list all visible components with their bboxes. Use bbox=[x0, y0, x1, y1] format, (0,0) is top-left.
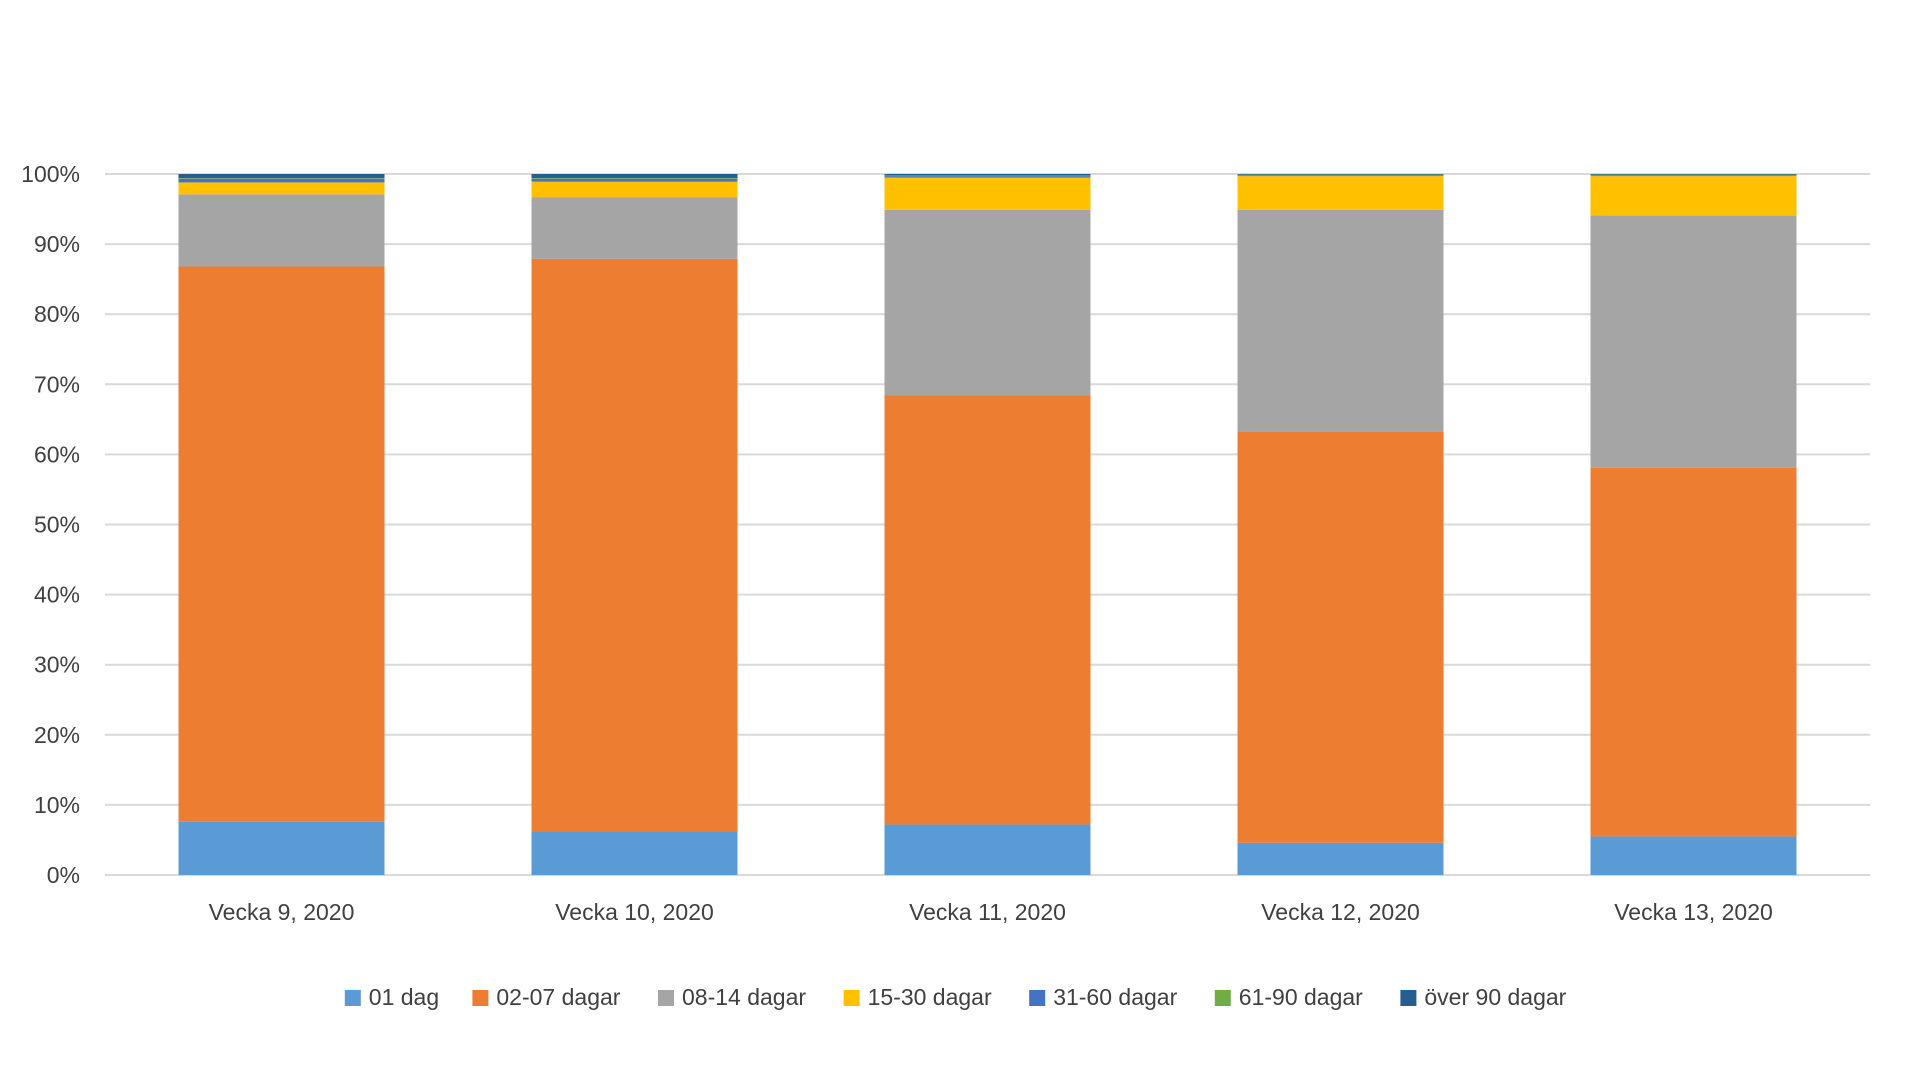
bar-segment bbox=[1590, 467, 1797, 837]
x-category-label: Vecka 11, 2020 bbox=[909, 899, 1066, 925]
bar-segment bbox=[178, 266, 385, 822]
y-tick-label: 70% bbox=[34, 371, 80, 397]
bar-segment bbox=[1237, 175, 1444, 177]
bar-segment bbox=[531, 174, 738, 179]
bar-segment bbox=[1590, 174, 1797, 176]
legend-swatch bbox=[472, 990, 489, 1006]
bar-segment bbox=[884, 177, 1091, 210]
y-tick-label: 40% bbox=[34, 582, 80, 608]
x-category-label: Vecka 13, 2020 bbox=[1614, 899, 1773, 925]
x-category-label: Vecka 12, 2020 bbox=[1261, 899, 1420, 925]
bar-stack bbox=[178, 174, 385, 875]
legend: 01 dag 02-07 dagar 08-14 dagar 15-30 dagar 3… bbox=[344, 984, 1567, 1010]
legend-item: över 90 dagar bbox=[1400, 984, 1567, 1010]
legend-label: 01 dag bbox=[369, 984, 439, 1010]
legend-label: 31-60 dagar bbox=[1053, 984, 1177, 1010]
legend-label: över 90 dagar bbox=[1424, 984, 1566, 1010]
y-tick-label: 0% bbox=[47, 862, 80, 888]
x-category-label: Vecka 9, 2020 bbox=[209, 899, 355, 925]
legend-item: 08-14 dagar bbox=[658, 984, 806, 1010]
bar-segment bbox=[178, 178, 385, 179]
bar-segment bbox=[1237, 842, 1444, 875]
y-tick-label: 50% bbox=[34, 512, 80, 538]
bar-segment bbox=[1590, 836, 1797, 875]
legend-item: 02-07 dagar bbox=[472, 984, 621, 1010]
legend-swatch bbox=[843, 990, 860, 1006]
legend-label: 08-14 dagar bbox=[682, 984, 806, 1010]
legend-label: 15-30 dagar bbox=[868, 984, 992, 1010]
bar-segment bbox=[1237, 174, 1444, 176]
legend-item: 61-90 dagar bbox=[1214, 984, 1363, 1010]
bar-segment bbox=[884, 174, 1091, 176]
y-tick-label: 90% bbox=[34, 231, 80, 257]
bar-segment bbox=[1237, 209, 1444, 432]
legend-item: 01 dag bbox=[344, 984, 439, 1010]
bar-segment bbox=[884, 824, 1091, 875]
legend-item: 15-30 dagar bbox=[843, 984, 992, 1010]
bar-segment bbox=[1237, 431, 1444, 843]
bar-segment bbox=[178, 174, 385, 179]
bar-segment bbox=[178, 821, 385, 875]
bar-segment bbox=[531, 258, 738, 832]
bar-segment bbox=[1237, 174, 1444, 175]
x-axis-category-labels: Vecka 9, 2020 Vecka 10, 2020 Vecka 11, 202… bbox=[209, 899, 1773, 925]
bar-segment bbox=[1590, 176, 1797, 216]
legend-swatch bbox=[658, 990, 674, 1006]
legend-label: 61-90 dagar bbox=[1239, 984, 1363, 1010]
y-tick-label: 100% bbox=[21, 161, 80, 187]
bar-segment bbox=[178, 194, 385, 267]
y-axis-tick-labels: 0% 10% 20% 30% 40% 50% 60% 70% 80% 90% 100% bbox=[21, 161, 80, 888]
bar-segment bbox=[1237, 176, 1444, 210]
y-tick-label: 80% bbox=[34, 301, 80, 327]
legend-swatch bbox=[1214, 990, 1231, 1006]
bar-segment bbox=[884, 175, 1091, 177]
x-category-label: Vecka 10, 2020 bbox=[555, 899, 714, 925]
legend-swatch bbox=[1029, 990, 1046, 1006]
legend-swatch bbox=[1400, 990, 1417, 1006]
bar-segment bbox=[531, 178, 738, 179]
y-tick-label: 30% bbox=[34, 652, 80, 678]
y-tick-label: 10% bbox=[34, 792, 80, 818]
legend-swatch bbox=[344, 990, 361, 1006]
bar-segment bbox=[178, 178, 385, 183]
bar-segment bbox=[178, 182, 385, 195]
bar-segment bbox=[531, 181, 738, 198]
bars bbox=[178, 174, 1797, 875]
bar-segment bbox=[531, 197, 738, 259]
bar-segment bbox=[1590, 215, 1797, 468]
bar-segment bbox=[1590, 174, 1797, 175]
bar-segment bbox=[884, 209, 1091, 396]
bar-stack bbox=[884, 174, 1091, 875]
y-tick-label: 60% bbox=[34, 441, 80, 467]
bar-segment bbox=[884, 176, 1091, 178]
legend-item: 31-60 dagar bbox=[1029, 984, 1178, 1010]
y-tick-label: 20% bbox=[34, 722, 80, 748]
bar-segment bbox=[531, 178, 738, 182]
bar-segment bbox=[884, 395, 1091, 825]
legend-label: 02-07 dagar bbox=[496, 984, 620, 1010]
bar-stack bbox=[531, 174, 738, 875]
bar-segment bbox=[531, 831, 738, 875]
bar-segment bbox=[1590, 175, 1797, 177]
bar-stack bbox=[1237, 174, 1444, 875]
bar-stack bbox=[1590, 174, 1797, 875]
